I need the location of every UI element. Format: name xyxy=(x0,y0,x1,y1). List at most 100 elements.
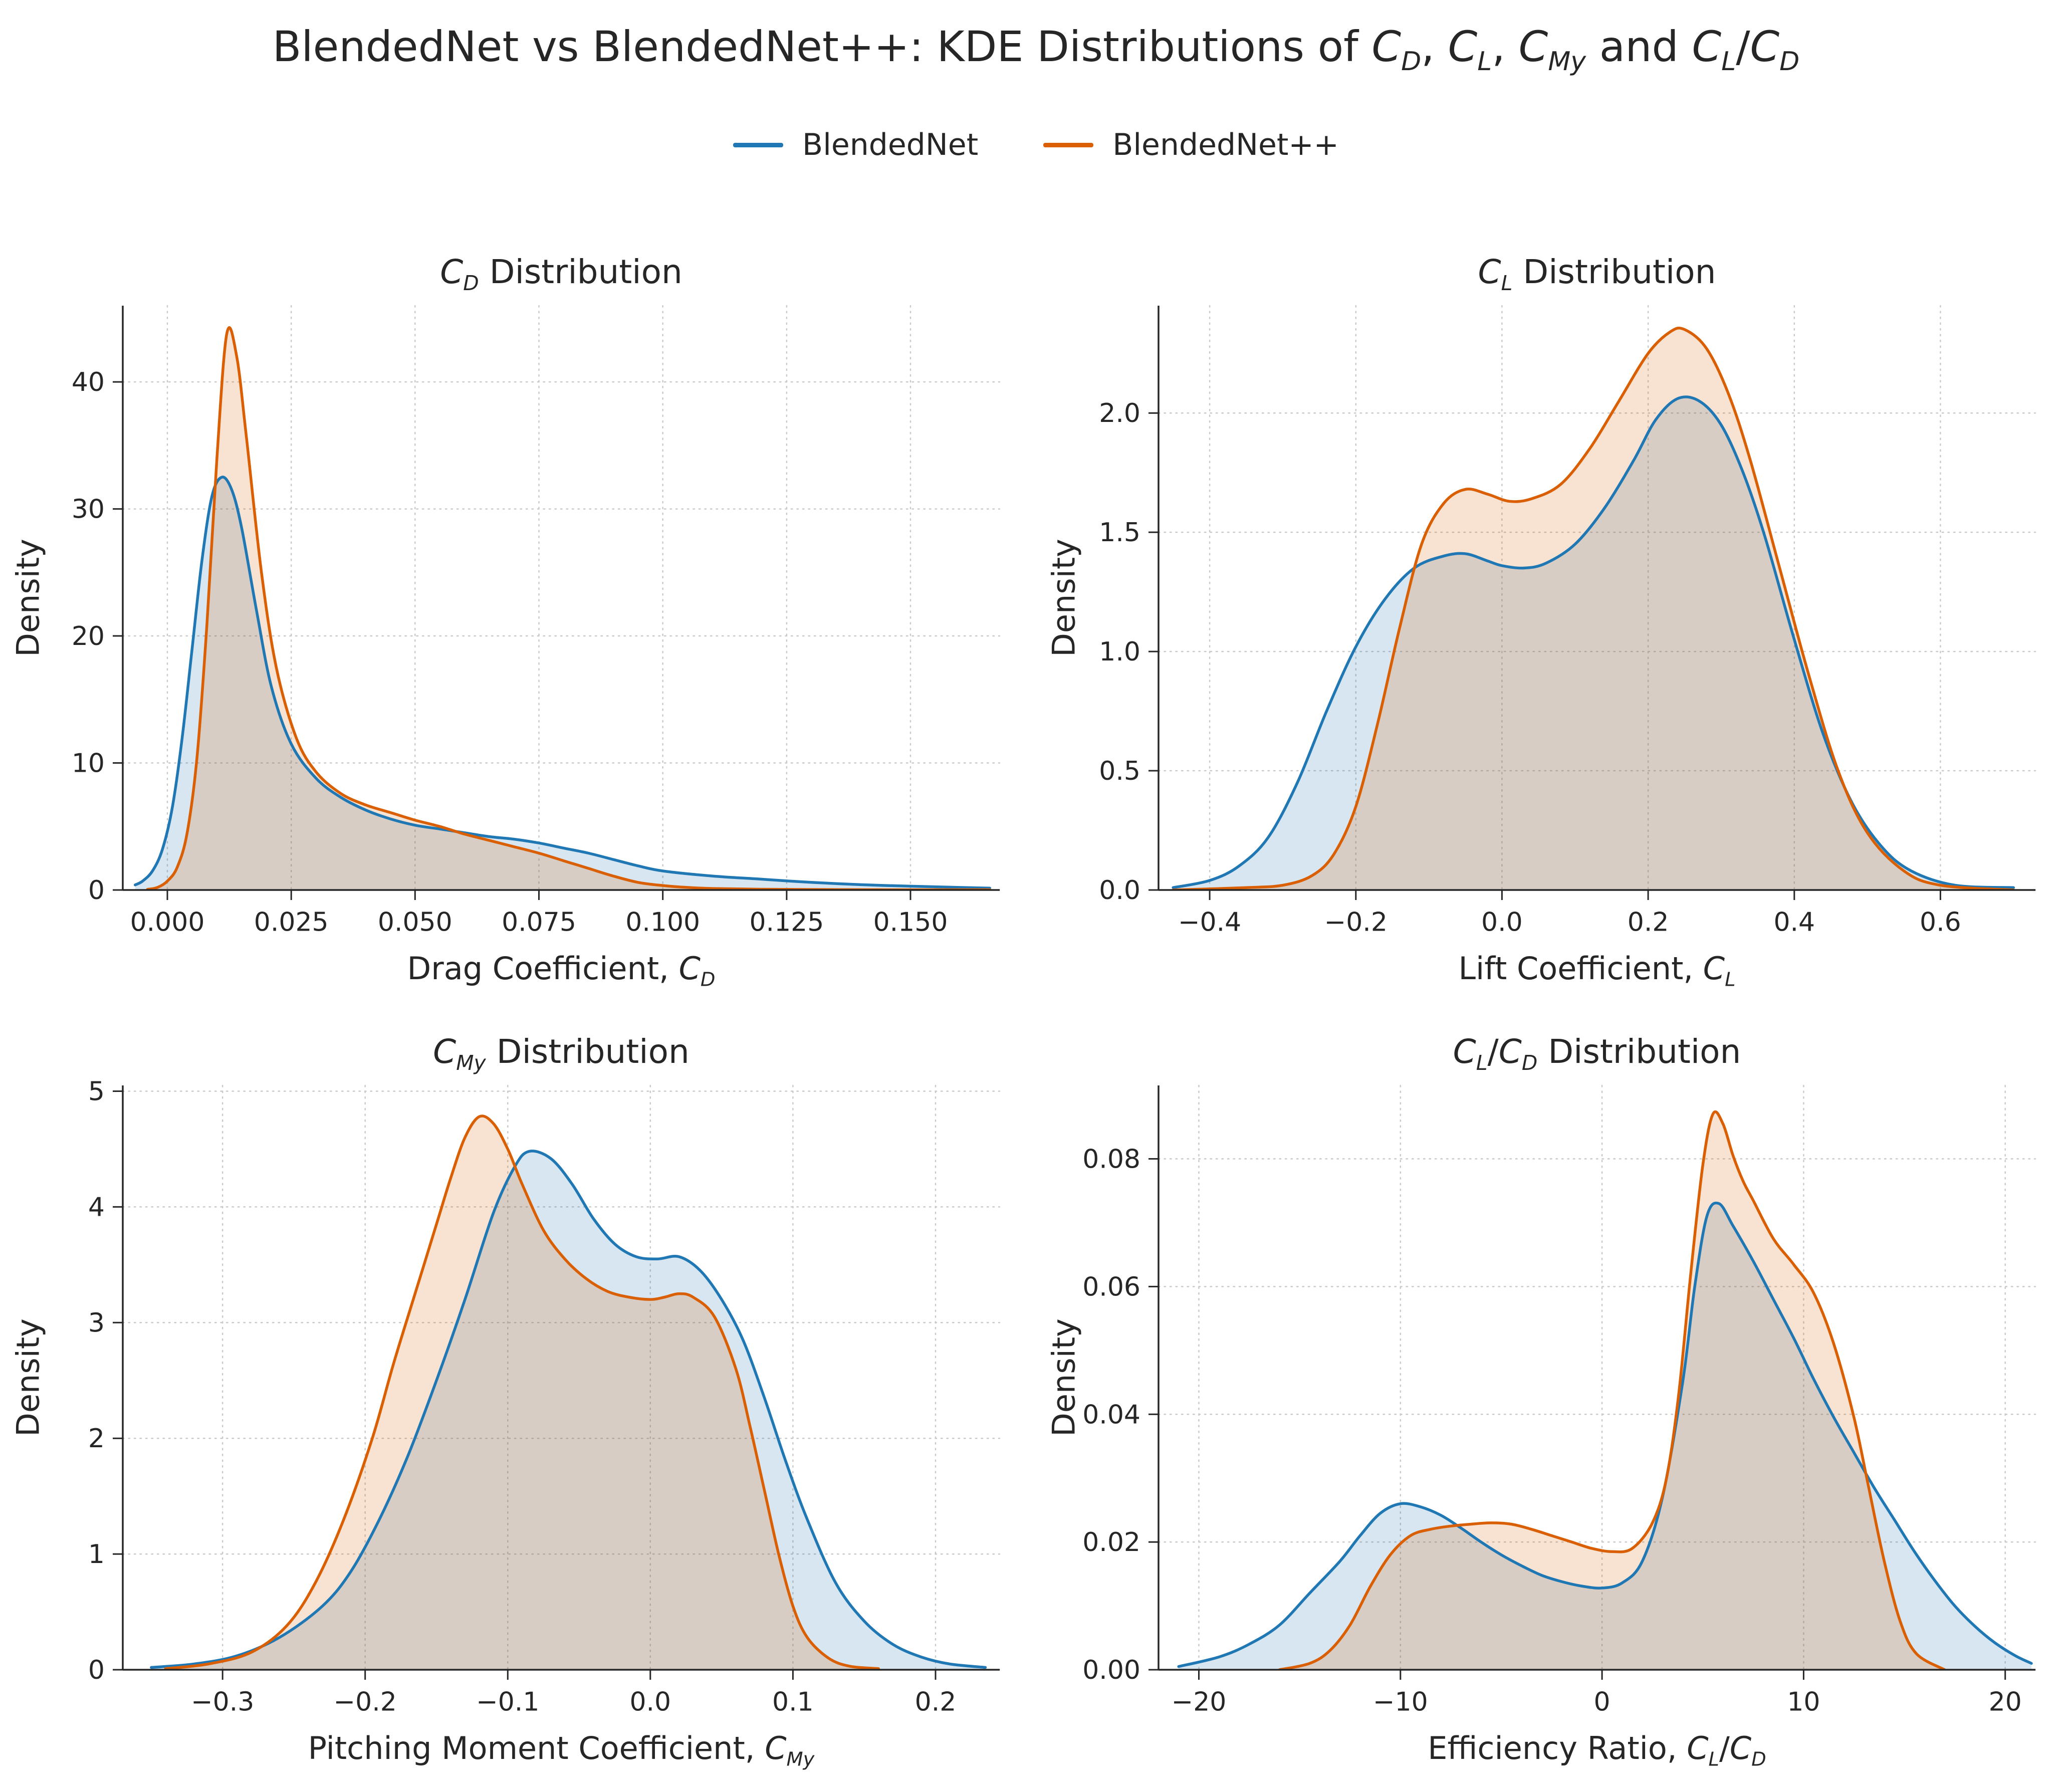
tick-labels: 0.000 0.025 0.050 0.075 0.100 0.125 0.150 0 10 20… xyxy=(72,367,948,937)
kde-area-blendednet xyxy=(151,1151,986,1670)
svg-text:0.075: 0.075 xyxy=(502,908,576,938)
tick-labels: −20 −10 0 10 20 0.00 0.02 0.04 0.06 0.08 xyxy=(1082,1145,2022,1717)
x-axis-label-cd: Drag Coefficient, CD xyxy=(407,950,716,991)
axis-ticks xyxy=(1148,1158,2006,1680)
axis-ticks xyxy=(113,381,911,900)
svg-text:−0.2: −0.2 xyxy=(334,1687,397,1717)
svg-text:0.02: 0.02 xyxy=(1082,1527,1140,1557)
legend-line-swatch xyxy=(733,142,784,147)
svg-text:−0.3: −0.3 xyxy=(191,1687,254,1717)
kde-series xyxy=(133,326,991,890)
legend-label: BlendedNet xyxy=(802,127,979,162)
x-axis-label-clcd: Efficiency Ratio, CL/CD xyxy=(1428,1730,1766,1771)
kde-series xyxy=(150,1114,987,1670)
subplot-title-clcd: CL/CD Distribution xyxy=(1453,1032,1741,1075)
svg-text:0.06: 0.06 xyxy=(1082,1272,1140,1302)
axis-spines xyxy=(122,1085,1000,1671)
y-axis-label-cd: Density xyxy=(10,539,47,657)
svg-text:40: 40 xyxy=(72,367,105,397)
svg-text:0.0: 0.0 xyxy=(1099,875,1140,906)
x-axis-label-cmy: Pitching Moment Coefficient, CMy xyxy=(308,1730,815,1771)
svg-text:−0.1: −0.1 xyxy=(476,1687,539,1717)
svg-text:1.5: 1.5 xyxy=(1099,518,1140,548)
subplot-title-cl: CL Distribution xyxy=(1478,253,1716,296)
svg-text:2.0: 2.0 xyxy=(1099,398,1140,428)
subplot-cd: CD Distribution 0.000 0.025 0.050 0.075 0.100… xyxy=(0,226,1036,1005)
kde-area-blendednet xyxy=(135,477,990,890)
axis-ticks xyxy=(1148,412,1941,900)
kde-area-blendednetpp xyxy=(147,327,990,890)
gridlines xyxy=(122,1084,1001,1671)
kde-curve-blendednetpp xyxy=(1278,1110,1946,1670)
svg-text:10: 10 xyxy=(72,749,105,779)
subplot-grid: CD Distribution 0.000 0.025 0.050 0.075 0.100… xyxy=(0,226,2071,1785)
tick-labels: −0.4 −0.2 0.0 0.2 0.4 0.6 0.0 0.5 1.0 1.5 2.0 xyxy=(1099,398,1961,937)
svg-text:0.00: 0.00 xyxy=(1082,1655,1140,1685)
svg-text:0.6: 0.6 xyxy=(1920,908,1961,938)
kde-curve-blendednetpp xyxy=(164,1114,880,1670)
svg-text:1.0: 1.0 xyxy=(1099,637,1140,667)
svg-text:10: 10 xyxy=(1787,1687,1820,1717)
y-axis-label-cmy: Density xyxy=(10,1318,47,1437)
svg-text:1: 1 xyxy=(88,1539,105,1570)
svg-text:5: 5 xyxy=(88,1077,105,1107)
tick-labels: −0.3 −0.2 −0.1 0.0 0.1 0.2 0 1 2 3 4 5 xyxy=(88,1077,956,1717)
subplot-canvas-cd: 0.000 0.025 0.050 0.075 0.100 0.125 0.150 0 10 20… xyxy=(72,305,1001,938)
subplot-cmy: CMy Distribution −0.3 −0.2 −0.1 0.0 0.1 0.2 0 1 2… xyxy=(0,1005,1036,1785)
axis-spines xyxy=(1158,306,2035,891)
subplot-title-cd: CD Distribution xyxy=(440,253,682,296)
svg-text:−0.4: −0.4 xyxy=(1178,908,1241,938)
svg-text:3: 3 xyxy=(88,1308,105,1338)
axis-spines xyxy=(1158,1085,2035,1671)
kde-area-blendednetpp xyxy=(1173,328,2014,890)
subplot-canvas-cl: −0.4 −0.2 0.0 0.2 0.4 0.6 0.0 0.5 1.0 1.5 2.0 xyxy=(1099,305,2036,938)
svg-text:20: 20 xyxy=(72,621,105,651)
subplot-canvas-clcd: −20 −10 0 10 20 0.00 0.02 0.04 0.06 0.08 xyxy=(1082,1084,2036,1717)
kde-curve-blendednet xyxy=(1172,395,2015,889)
subplot-title-cmy: CMy Distribution xyxy=(433,1032,689,1075)
svg-text:−10: −10 xyxy=(1373,1687,1428,1717)
svg-text:0.0: 0.0 xyxy=(1481,908,1523,938)
svg-text:0.04: 0.04 xyxy=(1082,1400,1140,1430)
legend-line-swatch xyxy=(1043,142,1094,147)
kde-curve-blendednetpp xyxy=(1172,326,2015,890)
svg-text:0.125: 0.125 xyxy=(749,908,824,938)
y-axis-label-clcd: Density xyxy=(1045,1318,1082,1437)
svg-text:0.050: 0.050 xyxy=(378,908,452,938)
kde-curve-blendednetpp xyxy=(146,326,991,890)
svg-text:−20: −20 xyxy=(1172,1687,1227,1717)
svg-text:0.5: 0.5 xyxy=(1099,756,1140,786)
x-axis-label-cl: Lift Coefficient, CL xyxy=(1458,950,1736,991)
legend: BlendedNet BlendedNet++ xyxy=(0,127,2072,162)
svg-text:30: 30 xyxy=(72,495,105,525)
legend-item-blendednetpp: BlendedNet++ xyxy=(1043,127,1339,162)
svg-text:0.025: 0.025 xyxy=(254,908,329,938)
svg-text:0.2: 0.2 xyxy=(1628,908,1669,938)
axis-ticks xyxy=(113,1090,937,1680)
kde-area-blendednet xyxy=(1173,397,2014,890)
svg-text:0.100: 0.100 xyxy=(625,908,700,938)
subplot-cl: CL Distribution −0.4 −0.2 0.0 0.2 0.4 0.6 0.0 0.… xyxy=(1036,226,2071,1005)
svg-text:0: 0 xyxy=(1594,1687,1610,1717)
axis-spines xyxy=(122,306,1000,891)
svg-text:0.08: 0.08 xyxy=(1082,1145,1140,1175)
kde-area-blendednetpp xyxy=(165,1115,879,1670)
svg-text:0.0: 0.0 xyxy=(629,1687,671,1717)
y-axis-label-cl: Density xyxy=(1045,539,1082,657)
svg-text:2: 2 xyxy=(88,1424,105,1454)
svg-text:0.4: 0.4 xyxy=(1773,908,1815,938)
svg-text:0: 0 xyxy=(88,1655,105,1685)
kde-series xyxy=(1172,326,2015,890)
svg-text:0.150: 0.150 xyxy=(873,908,948,938)
figure-title: BlendedNet vs BlendedNet++: KDE Distribu… xyxy=(272,22,1800,77)
svg-text:0: 0 xyxy=(88,875,105,906)
svg-text:0.000: 0.000 xyxy=(130,908,205,938)
svg-text:−0.2: −0.2 xyxy=(1324,908,1388,938)
svg-text:4: 4 xyxy=(88,1192,105,1222)
legend-label: BlendedNet++ xyxy=(1112,127,1339,162)
subplot-clcd: CL/CD Distribution −20 −10 0 10 20 0.00 0.02 0.0… xyxy=(1036,1005,2071,1785)
kde-series xyxy=(1177,1110,2033,1670)
subplot-canvas-cmy: −0.3 −0.2 −0.1 0.0 0.1 0.2 0 1 2 3 4 5 xyxy=(88,1077,1001,1717)
kde-curve-blendednet xyxy=(150,1150,987,1669)
